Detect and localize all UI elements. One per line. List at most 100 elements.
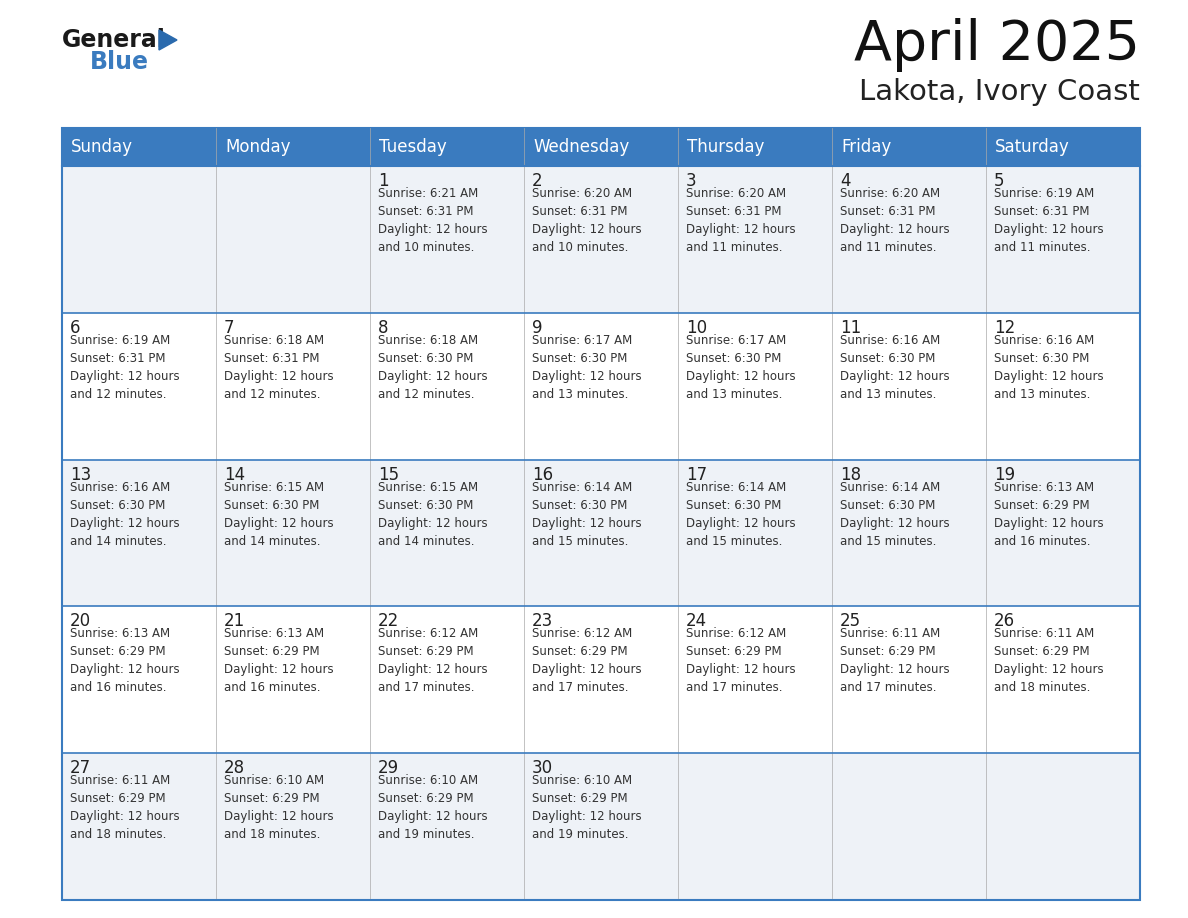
Text: 6: 6 bbox=[70, 319, 81, 337]
Text: 20: 20 bbox=[70, 612, 91, 631]
Bar bbox=[678, 460, 832, 607]
Bar bbox=[678, 313, 832, 460]
Text: 5: 5 bbox=[994, 172, 1005, 190]
Text: Sunrise: 6:17 AM
Sunset: 6:30 PM
Daylight: 12 hours
and 13 minutes.: Sunrise: 6:17 AM Sunset: 6:30 PM Dayligh… bbox=[532, 334, 642, 401]
Text: Sunrise: 6:14 AM
Sunset: 6:30 PM
Daylight: 12 hours
and 15 minutes.: Sunrise: 6:14 AM Sunset: 6:30 PM Dayligh… bbox=[532, 481, 642, 548]
Text: 15: 15 bbox=[378, 465, 399, 484]
Bar bbox=[369, 607, 524, 753]
Bar bbox=[678, 166, 832, 313]
Bar bbox=[986, 313, 1140, 460]
Bar bbox=[62, 460, 216, 607]
Bar bbox=[62, 128, 216, 166]
Text: Sunrise: 6:20 AM
Sunset: 6:31 PM
Daylight: 12 hours
and 11 minutes.: Sunrise: 6:20 AM Sunset: 6:31 PM Dayligh… bbox=[685, 187, 796, 254]
Text: Sunrise: 6:17 AM
Sunset: 6:30 PM
Daylight: 12 hours
and 13 minutes.: Sunrise: 6:17 AM Sunset: 6:30 PM Dayligh… bbox=[685, 334, 796, 401]
Bar bbox=[832, 128, 986, 166]
Text: Sunrise: 6:13 AM
Sunset: 6:29 PM
Daylight: 12 hours
and 16 minutes.: Sunrise: 6:13 AM Sunset: 6:29 PM Dayligh… bbox=[994, 481, 1104, 548]
Text: Sunrise: 6:13 AM
Sunset: 6:29 PM
Daylight: 12 hours
and 16 minutes.: Sunrise: 6:13 AM Sunset: 6:29 PM Dayligh… bbox=[70, 627, 179, 694]
Text: 1: 1 bbox=[378, 172, 388, 190]
Bar bbox=[369, 313, 524, 460]
Text: Sunday: Sunday bbox=[71, 138, 133, 156]
Text: 3: 3 bbox=[685, 172, 696, 190]
Bar bbox=[524, 128, 678, 166]
Text: Sunrise: 6:19 AM
Sunset: 6:31 PM
Daylight: 12 hours
and 11 minutes.: Sunrise: 6:19 AM Sunset: 6:31 PM Dayligh… bbox=[994, 187, 1104, 254]
Bar bbox=[216, 313, 369, 460]
Text: Wednesday: Wednesday bbox=[533, 138, 630, 156]
Bar bbox=[62, 313, 216, 460]
Text: Sunrise: 6:16 AM
Sunset: 6:30 PM
Daylight: 12 hours
and 13 minutes.: Sunrise: 6:16 AM Sunset: 6:30 PM Dayligh… bbox=[840, 334, 949, 401]
Bar bbox=[832, 460, 986, 607]
Text: 2: 2 bbox=[532, 172, 543, 190]
Text: Sunrise: 6:10 AM
Sunset: 6:29 PM
Daylight: 12 hours
and 18 minutes.: Sunrise: 6:10 AM Sunset: 6:29 PM Dayligh… bbox=[225, 774, 334, 841]
Text: Sunrise: 6:12 AM
Sunset: 6:29 PM
Daylight: 12 hours
and 17 minutes.: Sunrise: 6:12 AM Sunset: 6:29 PM Dayligh… bbox=[685, 627, 796, 694]
Text: Sunrise: 6:18 AM
Sunset: 6:30 PM
Daylight: 12 hours
and 12 minutes.: Sunrise: 6:18 AM Sunset: 6:30 PM Dayligh… bbox=[378, 334, 487, 401]
Text: 13: 13 bbox=[70, 465, 91, 484]
Text: 16: 16 bbox=[532, 465, 554, 484]
Text: Sunrise: 6:14 AM
Sunset: 6:30 PM
Daylight: 12 hours
and 15 minutes.: Sunrise: 6:14 AM Sunset: 6:30 PM Dayligh… bbox=[840, 481, 949, 548]
Bar bbox=[216, 166, 369, 313]
Text: 30: 30 bbox=[532, 759, 554, 778]
Text: Sunrise: 6:11 AM
Sunset: 6:29 PM
Daylight: 12 hours
and 17 minutes.: Sunrise: 6:11 AM Sunset: 6:29 PM Dayligh… bbox=[840, 627, 949, 694]
Bar bbox=[216, 128, 369, 166]
Text: Sunrise: 6:19 AM
Sunset: 6:31 PM
Daylight: 12 hours
and 12 minutes.: Sunrise: 6:19 AM Sunset: 6:31 PM Dayligh… bbox=[70, 334, 179, 401]
Text: Sunrise: 6:16 AM
Sunset: 6:30 PM
Daylight: 12 hours
and 14 minutes.: Sunrise: 6:16 AM Sunset: 6:30 PM Dayligh… bbox=[70, 481, 179, 548]
Text: 19: 19 bbox=[994, 465, 1015, 484]
Bar bbox=[678, 128, 832, 166]
Bar bbox=[678, 607, 832, 753]
Text: 4: 4 bbox=[840, 172, 851, 190]
Bar bbox=[524, 753, 678, 900]
Bar bbox=[678, 753, 832, 900]
Text: Blue: Blue bbox=[90, 50, 148, 74]
Text: April 2025: April 2025 bbox=[854, 18, 1140, 72]
Text: Sunrise: 6:12 AM
Sunset: 6:29 PM
Daylight: 12 hours
and 17 minutes.: Sunrise: 6:12 AM Sunset: 6:29 PM Dayligh… bbox=[378, 627, 487, 694]
Bar bbox=[62, 166, 216, 313]
Bar bbox=[524, 166, 678, 313]
Text: Sunrise: 6:12 AM
Sunset: 6:29 PM
Daylight: 12 hours
and 17 minutes.: Sunrise: 6:12 AM Sunset: 6:29 PM Dayligh… bbox=[532, 627, 642, 694]
Bar bbox=[986, 166, 1140, 313]
Text: 24: 24 bbox=[685, 612, 707, 631]
Text: 17: 17 bbox=[685, 465, 707, 484]
Text: Sunrise: 6:20 AM
Sunset: 6:31 PM
Daylight: 12 hours
and 10 minutes.: Sunrise: 6:20 AM Sunset: 6:31 PM Dayligh… bbox=[532, 187, 642, 254]
Bar bbox=[369, 128, 524, 166]
Bar bbox=[216, 460, 369, 607]
Bar bbox=[986, 460, 1140, 607]
Bar bbox=[524, 460, 678, 607]
Bar bbox=[986, 753, 1140, 900]
Text: Thursday: Thursday bbox=[687, 138, 764, 156]
Text: 23: 23 bbox=[532, 612, 554, 631]
Text: Sunrise: 6:20 AM
Sunset: 6:31 PM
Daylight: 12 hours
and 11 minutes.: Sunrise: 6:20 AM Sunset: 6:31 PM Dayligh… bbox=[840, 187, 949, 254]
Text: Sunrise: 6:15 AM
Sunset: 6:30 PM
Daylight: 12 hours
and 14 minutes.: Sunrise: 6:15 AM Sunset: 6:30 PM Dayligh… bbox=[378, 481, 487, 548]
Text: 14: 14 bbox=[225, 465, 245, 484]
Text: 26: 26 bbox=[994, 612, 1015, 631]
Bar bbox=[986, 607, 1140, 753]
Bar bbox=[832, 166, 986, 313]
Text: 29: 29 bbox=[378, 759, 399, 778]
Text: 21: 21 bbox=[225, 612, 245, 631]
Text: Sunrise: 6:14 AM
Sunset: 6:30 PM
Daylight: 12 hours
and 15 minutes.: Sunrise: 6:14 AM Sunset: 6:30 PM Dayligh… bbox=[685, 481, 796, 548]
Text: Saturday: Saturday bbox=[996, 138, 1069, 156]
Bar bbox=[369, 460, 524, 607]
Bar bbox=[62, 607, 216, 753]
Text: 11: 11 bbox=[840, 319, 861, 337]
Text: Sunrise: 6:13 AM
Sunset: 6:29 PM
Daylight: 12 hours
and 16 minutes.: Sunrise: 6:13 AM Sunset: 6:29 PM Dayligh… bbox=[225, 627, 334, 694]
Text: Sunrise: 6:18 AM
Sunset: 6:31 PM
Daylight: 12 hours
and 12 minutes.: Sunrise: 6:18 AM Sunset: 6:31 PM Dayligh… bbox=[225, 334, 334, 401]
Polygon shape bbox=[159, 30, 177, 50]
Bar bbox=[832, 313, 986, 460]
Text: Sunrise: 6:11 AM
Sunset: 6:29 PM
Daylight: 12 hours
and 18 minutes.: Sunrise: 6:11 AM Sunset: 6:29 PM Dayligh… bbox=[70, 774, 179, 841]
Text: 28: 28 bbox=[225, 759, 245, 778]
Bar bbox=[62, 128, 1140, 900]
Text: General: General bbox=[62, 28, 166, 52]
Text: 22: 22 bbox=[378, 612, 399, 631]
Text: Friday: Friday bbox=[841, 138, 891, 156]
Bar bbox=[369, 166, 524, 313]
Text: Sunrise: 6:15 AM
Sunset: 6:30 PM
Daylight: 12 hours
and 14 minutes.: Sunrise: 6:15 AM Sunset: 6:30 PM Dayligh… bbox=[225, 481, 334, 548]
Text: Sunrise: 6:16 AM
Sunset: 6:30 PM
Daylight: 12 hours
and 13 minutes.: Sunrise: 6:16 AM Sunset: 6:30 PM Dayligh… bbox=[994, 334, 1104, 401]
Text: Sunrise: 6:21 AM
Sunset: 6:31 PM
Daylight: 12 hours
and 10 minutes.: Sunrise: 6:21 AM Sunset: 6:31 PM Dayligh… bbox=[378, 187, 487, 254]
Text: Sunrise: 6:11 AM
Sunset: 6:29 PM
Daylight: 12 hours
and 18 minutes.: Sunrise: 6:11 AM Sunset: 6:29 PM Dayligh… bbox=[994, 627, 1104, 694]
Bar bbox=[986, 128, 1140, 166]
Text: 8: 8 bbox=[378, 319, 388, 337]
Text: 9: 9 bbox=[532, 319, 543, 337]
Text: 10: 10 bbox=[685, 319, 707, 337]
Text: 7: 7 bbox=[225, 319, 234, 337]
Text: Sunrise: 6:10 AM
Sunset: 6:29 PM
Daylight: 12 hours
and 19 minutes.: Sunrise: 6:10 AM Sunset: 6:29 PM Dayligh… bbox=[532, 774, 642, 841]
Text: Lakota, Ivory Coast: Lakota, Ivory Coast bbox=[859, 78, 1140, 106]
